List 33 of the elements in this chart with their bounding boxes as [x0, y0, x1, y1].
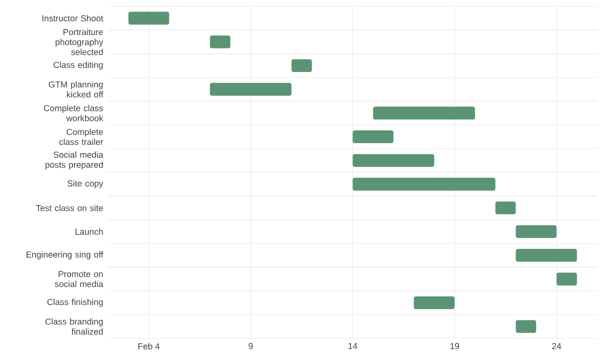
y-tick-label: GTM planning kicked off: [48, 81, 104, 98]
y-tick-label: Class editing: [54, 62, 103, 70]
y-tick-label: Class branding finalized: [45, 318, 103, 335]
bar: [414, 296, 455, 310]
y-tick-label: Social media posts prepared: [46, 151, 104, 170]
y-tick-label: Portraiture photography selected: [56, 28, 104, 56]
y-tick-label: Complete class workbook: [44, 104, 104, 122]
bar: [352, 130, 394, 144]
bar: [556, 272, 577, 286]
bar: [352, 154, 434, 167]
x-tick-label: 24: [552, 343, 562, 350]
y-tick-label: Instructor Shoot: [42, 15, 104, 22]
bar: [292, 59, 312, 72]
bar: [352, 178, 496, 191]
bar: [495, 202, 516, 214]
bar: [373, 106, 475, 120]
y-tick-label: Engineering sing off: [26, 251, 104, 260]
y-tick-label: Complete class trailer: [59, 128, 104, 145]
x-tick-label: 19: [450, 343, 460, 350]
x-tick-label: Feb 4: [138, 343, 160, 350]
y-tick-label: Test class on site: [36, 204, 103, 212]
bar: [516, 225, 557, 238]
y-tick-label: Launch: [76, 228, 103, 235]
bar: [210, 36, 230, 48]
x-tick-label: 14: [348, 343, 358, 350]
bar: [128, 12, 170, 25]
bar: [210, 82, 292, 96]
x-tick-label: 9: [248, 343, 253, 350]
y-tick-label: Promote on social media: [54, 271, 104, 288]
y-tick-label: Site copy: [68, 180, 104, 188]
bar: [516, 320, 536, 333]
bar: [516, 248, 577, 262]
y-tick-label: Class finishing: [47, 298, 103, 307]
